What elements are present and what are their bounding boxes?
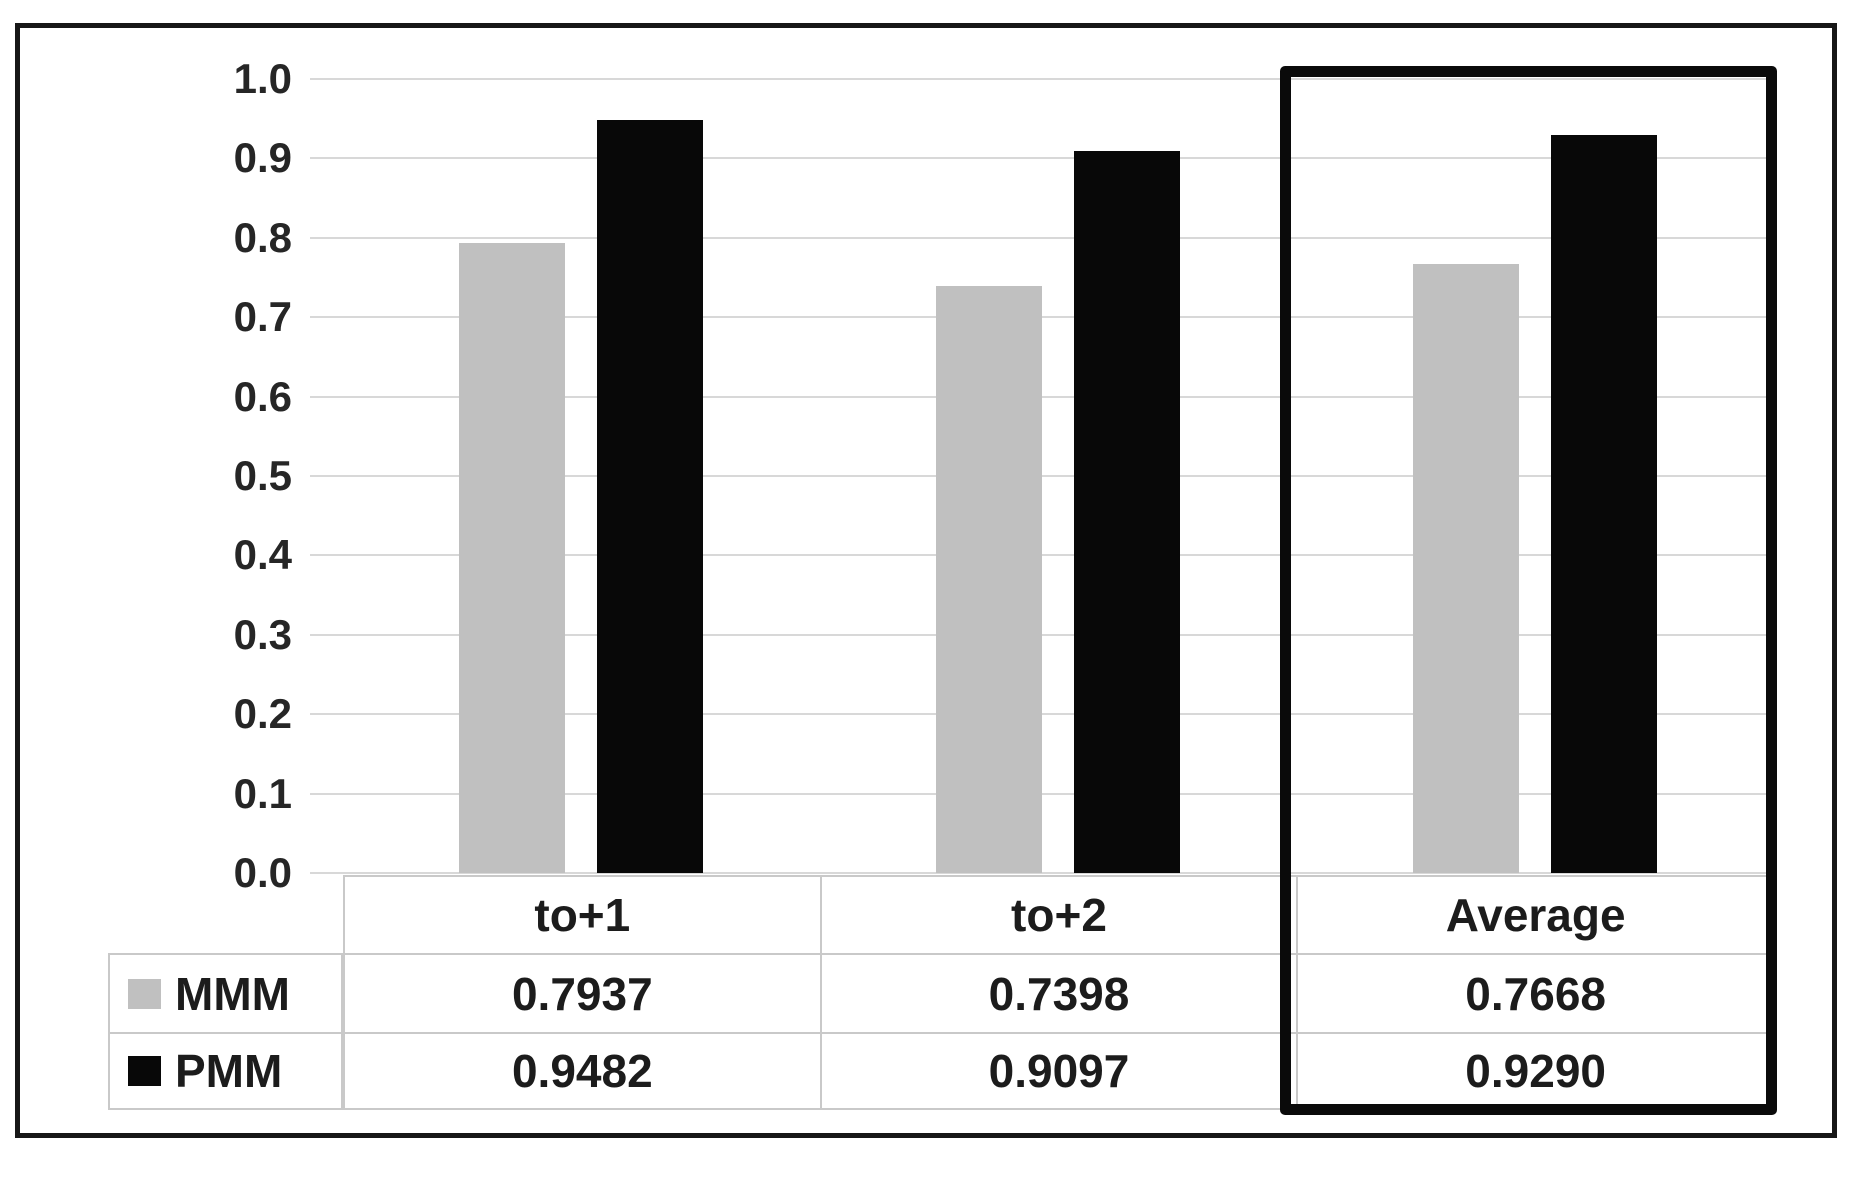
bar-mmm-to+2 [936,286,1042,873]
value-cell-pmm-to+1: 0.9482 [343,1032,822,1110]
bar-pmm-to+2 [1074,151,1180,873]
column-header-cell-to+1: to+1 [343,875,822,955]
y-axis-tick-label: 0.1 [233,769,292,817]
bar-mmm-average [1412,264,1519,873]
y-axis-tick-label: 0.6 [233,372,292,420]
mmm-legend-key-icon [128,978,161,1009]
gridline [310,78,1773,80]
y-axis-tick-label: 0.3 [233,610,292,658]
pmm-legend-key-icon [128,1056,161,1086]
average-column-highlight-box [1280,66,1777,1115]
legend-cell-mmm: MMM [108,953,343,1034]
y-axis-tick-label: 0.0 [233,849,292,896]
value-cell-pmm-to+2: 0.9097 [819,1032,1299,1110]
value-cell-mmm-to+1: 0.7937 [343,953,822,1034]
value-cell-mmm-average: 0.7668 [1296,953,1775,1034]
y-axis-tick-label: 0.7 [233,293,292,341]
column-header-cell-to+2: to+2 [819,875,1299,955]
column-header-cell-average: Average [1296,875,1775,955]
y-axis-tick-label: 0.8 [233,213,292,261]
gridline [310,872,1773,874]
y-axis-tick-label: 0.2 [233,690,292,738]
bar-pmm-to+1 [597,120,704,873]
y-axis-tick-label: 0.5 [233,452,292,499]
bar-mmm-to+1 [459,243,566,873]
y-axis-tick-label: 0.4 [233,531,292,579]
gridline [310,157,1773,160]
y-axis-tick-label: 0.9 [233,134,292,182]
gridline [310,236,1773,239]
value-cell-mmm-to+2: 0.7398 [819,953,1299,1034]
legend-cell-pmm: PMM [108,1032,343,1110]
series-label: PMM [175,1045,283,1097]
series-label: MMM [175,967,290,1020]
y-axis-tick-label: 1.0 [233,55,292,102]
bar-pmm-average [1550,135,1657,873]
